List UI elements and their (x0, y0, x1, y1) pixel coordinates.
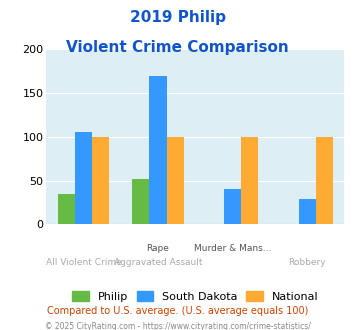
Text: 2019 Philip: 2019 Philip (130, 10, 225, 25)
Text: Aggravated Assault: Aggravated Assault (114, 258, 202, 267)
Bar (224, 189, 241, 224)
Bar (299, 199, 316, 224)
Text: © 2025 CityRating.com - https://www.cityrating.com/crime-statistics/: © 2025 CityRating.com - https://www.city… (45, 322, 310, 330)
Bar (92, 137, 109, 224)
Bar (149, 76, 166, 224)
Bar (58, 194, 75, 224)
Text: Robbery: Robbery (288, 258, 326, 267)
Bar (241, 137, 258, 224)
Text: Rape: Rape (147, 244, 169, 253)
Bar (316, 137, 333, 224)
Text: Murder & Mans...: Murder & Mans... (194, 244, 271, 253)
Bar (132, 179, 149, 224)
Text: Compared to U.S. average. (U.S. average equals 100): Compared to U.S. average. (U.S. average … (47, 306, 308, 316)
Text: Violent Crime Comparison: Violent Crime Comparison (66, 40, 289, 54)
Bar (75, 132, 92, 224)
Legend: Philip, South Dakota, National: Philip, South Dakota, National (67, 287, 323, 306)
Text: All Violent Crime: All Violent Crime (45, 258, 121, 267)
Bar (166, 137, 184, 224)
